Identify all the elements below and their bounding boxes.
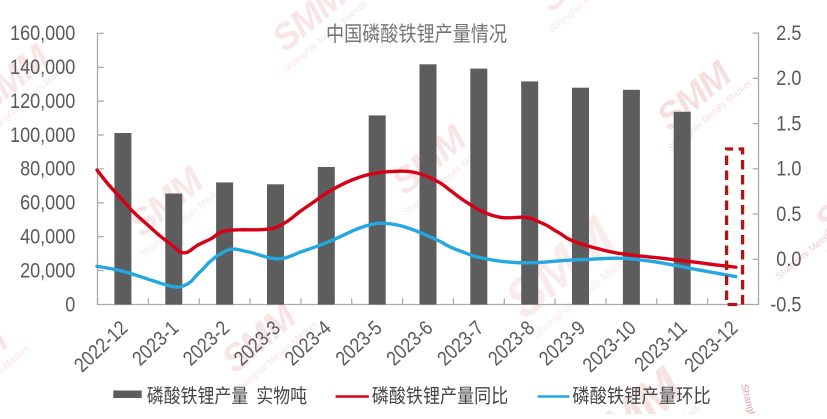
svg-text:60,000: 60,000 [20, 191, 75, 215]
svg-text:0.5: 0.5 [776, 203, 801, 227]
svg-text:120,000: 120,000 [10, 90, 75, 114]
svg-text:140,000: 140,000 [10, 56, 75, 80]
svg-text:0.0: 0.0 [776, 248, 801, 272]
svg-text:1.0: 1.0 [776, 157, 801, 181]
svg-text:-0.5: -0.5 [770, 293, 801, 317]
svg-text:100,000: 100,000 [10, 124, 75, 148]
svg-text:160,000: 160,000 [10, 22, 75, 46]
svg-text:2.0: 2.0 [776, 67, 801, 91]
svg-text:2.5: 2.5 [776, 22, 801, 46]
svg-text:0: 0 [65, 293, 75, 317]
svg-text:40,000: 40,000 [20, 225, 75, 249]
svg-text:80,000: 80,000 [20, 157, 75, 181]
svg-text:1.5: 1.5 [776, 112, 801, 136]
svg-text:20,000: 20,000 [20, 259, 75, 283]
